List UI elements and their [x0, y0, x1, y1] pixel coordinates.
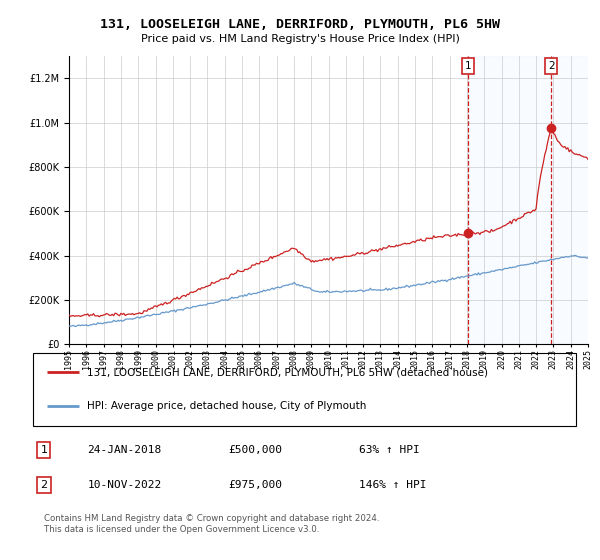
Text: 131, LOOSELEIGH LANE, DERRIFORD, PLYMOUTH, PL6 5HW (detached house): 131, LOOSELEIGH LANE, DERRIFORD, PLYMOUT… — [88, 367, 488, 377]
Text: 1: 1 — [465, 61, 472, 71]
Text: £500,000: £500,000 — [229, 445, 283, 455]
Text: 2: 2 — [548, 61, 554, 71]
Text: 10-NOV-2022: 10-NOV-2022 — [88, 480, 161, 490]
Text: 24-JAN-2018: 24-JAN-2018 — [88, 445, 161, 455]
Text: Contains HM Land Registry data © Crown copyright and database right 2024.
This d: Contains HM Land Registry data © Crown c… — [44, 514, 379, 534]
Text: 2: 2 — [40, 480, 47, 490]
Text: 63% ↑ HPI: 63% ↑ HPI — [359, 445, 419, 455]
Text: 131, LOOSELEIGH LANE, DERRIFORD, PLYMOUTH, PL6 5HW: 131, LOOSELEIGH LANE, DERRIFORD, PLYMOUT… — [100, 18, 500, 31]
Text: £975,000: £975,000 — [229, 480, 283, 490]
Text: 1: 1 — [40, 445, 47, 455]
Text: Price paid vs. HM Land Registry's House Price Index (HPI): Price paid vs. HM Land Registry's House … — [140, 34, 460, 44]
Text: HPI: Average price, detached house, City of Plymouth: HPI: Average price, detached house, City… — [88, 401, 367, 411]
Text: 146% ↑ HPI: 146% ↑ HPI — [359, 480, 426, 490]
Bar — [468, 56, 588, 344]
